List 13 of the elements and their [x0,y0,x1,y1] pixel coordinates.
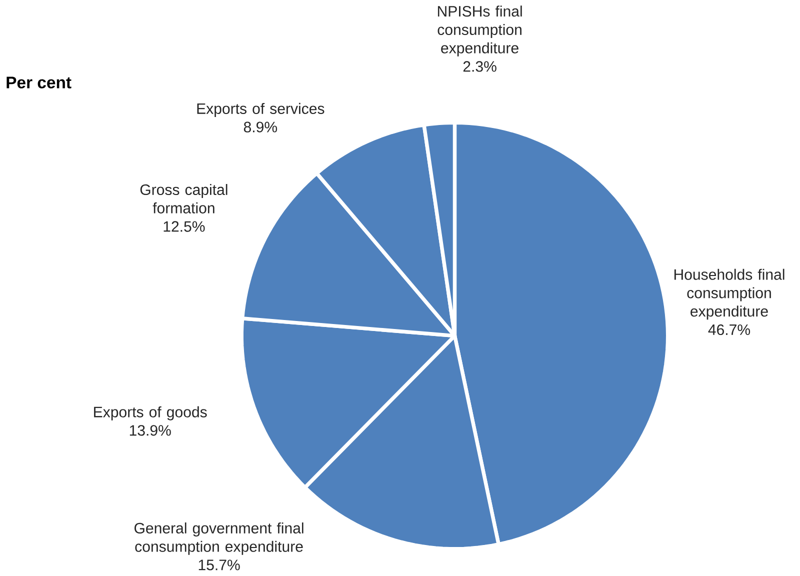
data-label: 12.5% [164,221,205,232]
data-label: 2.3% [463,61,496,72]
slice-label: Exports of services [197,103,324,118]
slice-label: Gross capital formation [140,184,228,214]
text: Per cent [6,76,72,88]
slice-label: NPISHs final consumption expenditure [438,6,522,56]
data-label: 8.9% [244,122,278,132]
slice-label: Exports of goods [94,406,207,420]
slice-label: Households final consumption expenditure [674,268,784,320]
slice-label: General government final consumption expenditure [134,522,304,555]
data-label: 46.7% [708,324,750,336]
data-label: 13.9% [130,425,171,436]
data-label: 15.7% [198,560,240,570]
